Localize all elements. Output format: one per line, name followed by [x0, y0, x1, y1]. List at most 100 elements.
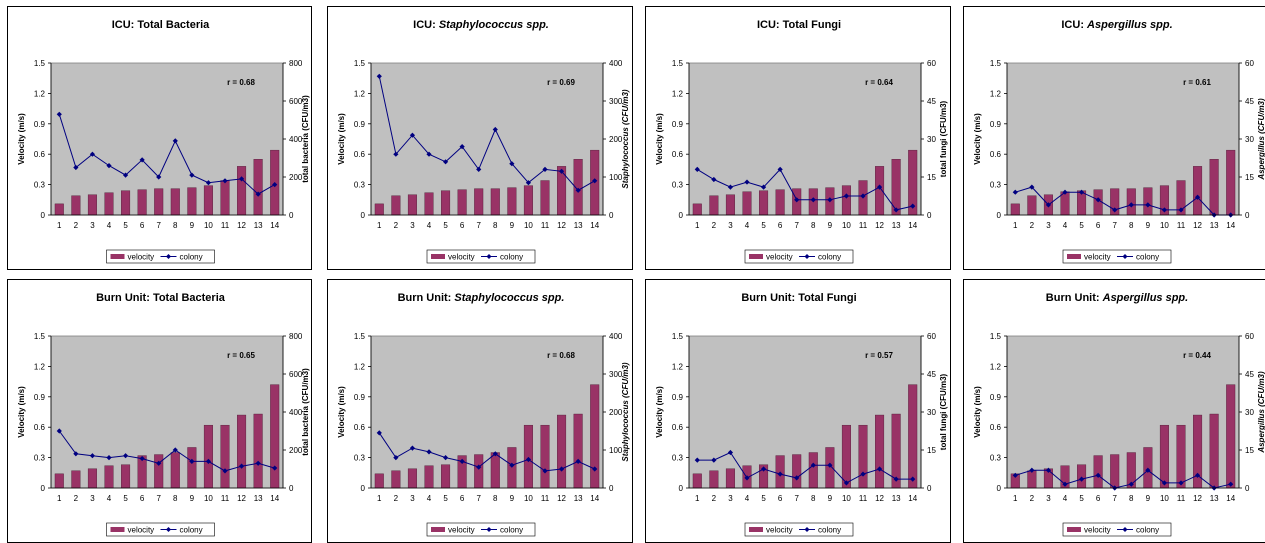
colony-point: [760, 466, 767, 472]
x-tick-label: 1: [377, 221, 382, 230]
colony-point: [1128, 202, 1134, 208]
right-tick-label: 15: [927, 173, 936, 182]
right-tick-label: 0: [289, 211, 294, 220]
velocity-bar: [121, 190, 131, 216]
legend-bar-swatch: [749, 254, 763, 259]
x-tick-label: 9: [828, 221, 833, 230]
colony-point: [426, 449, 432, 455]
right-tick-label: 0: [1245, 211, 1250, 220]
legend-bar-swatch: [1067, 527, 1081, 532]
velocity-bar: [170, 452, 180, 489]
legend-line-marker: [486, 254, 492, 259]
velocity-bar: [590, 384, 600, 489]
colony-point: [238, 176, 245, 182]
x-tick-label: 12: [557, 494, 566, 503]
colony-line: [697, 451, 913, 484]
colony-point: [1145, 467, 1151, 473]
colony-point: [139, 455, 145, 462]
x-tick-label: 7: [1112, 494, 1117, 503]
colony-point: [1228, 481, 1234, 487]
legend-line-marker: [166, 527, 171, 532]
x-tick-label: 1: [695, 494, 700, 503]
left-tick-label: 0.6: [34, 423, 46, 432]
left-tick-label: 1.5: [990, 59, 1002, 68]
colony-point: [272, 182, 278, 188]
colony-line: [1015, 469, 1231, 489]
left-tick-label: 0.6: [672, 423, 684, 432]
chart-title-prefix: ICU:: [413, 19, 439, 31]
chart-title-prefix: ICU:: [112, 19, 138, 31]
right-tick-label: 30: [1245, 408, 1254, 417]
left-tick-label: 1.2: [990, 89, 1002, 98]
right-tick-label: 30: [1245, 135, 1254, 144]
right-tick-label: 0: [927, 211, 932, 220]
chart-panel: ICU: Staphylococcus spp. 0 0.3 0.6 0.9 1.2 1.5…: [327, 6, 633, 270]
right-tick-label: 200: [609, 408, 623, 417]
colony-point: [1161, 480, 1168, 486]
x-tick-label: 6: [140, 494, 145, 503]
right-tick-label: 600: [289, 97, 303, 106]
legend-colony-label: colony: [180, 526, 203, 535]
velocity-bar: [709, 470, 719, 489]
velocity-bar: [1176, 424, 1186, 489]
left-tick-label: 1.5: [990, 332, 1002, 341]
x-tick-label: 9: [190, 494, 195, 503]
colony-point: [122, 172, 129, 178]
x-tick-label: 3: [410, 221, 415, 230]
legend-velocity-label: velocity: [128, 526, 155, 535]
legend-bar-swatch: [1067, 254, 1081, 259]
velocity-bar: [742, 191, 752, 216]
velocity-bar: [203, 424, 213, 489]
x-tick-label: 4: [1063, 494, 1068, 503]
colony-point: [1145, 202, 1151, 208]
x-tick-label: 5: [443, 221, 448, 230]
velocity-bar: [490, 188, 500, 216]
colony-point: [222, 178, 228, 184]
colony-point: [172, 447, 178, 453]
x-tick-label: 3: [410, 494, 415, 503]
colony-point: [525, 456, 532, 463]
velocity-bar: [187, 187, 197, 216]
x-tick-label: 4: [745, 221, 750, 230]
colony-point: [860, 193, 866, 199]
x-tick-label: 3: [90, 494, 95, 503]
velocity-bar: [1060, 191, 1070, 216]
velocity-bar: [391, 470, 401, 489]
left-tick-label: 1.5: [34, 332, 46, 341]
x-tick-label: 8: [811, 494, 816, 503]
x-tick-label: 13: [254, 494, 263, 503]
velocity-bar: [270, 384, 280, 489]
x-tick-label: 10: [204, 221, 213, 230]
legend-velocity-label: velocity: [1084, 526, 1111, 535]
left-tick-label: 0.3: [354, 454, 366, 463]
left-tick-label: 0: [679, 484, 684, 493]
velocity-bar: [187, 447, 197, 489]
left-tick-label: 0.6: [354, 423, 366, 432]
legend-bar-swatch: [431, 254, 445, 259]
legend-colony-label: colony: [1136, 526, 1159, 535]
chart-panel: Burn Unit: Staphylococcus spp. 0 0.3 0.6 0.9…: [327, 279, 633, 543]
chart-panel: Burn Unit: Total Bacteria 0 0.3 0.6 0.9 1.2 1.…: [7, 279, 312, 543]
x-tick-label: 10: [524, 494, 533, 503]
right-tick-label: 0: [289, 484, 294, 493]
x-tick-label: 3: [728, 494, 733, 503]
velocity-bar: [523, 185, 533, 216]
x-tick-label: 11: [221, 494, 230, 503]
x-tick-label: 7: [794, 221, 799, 230]
legend-colony-label: colony: [500, 253, 523, 262]
velocity-bar: [1209, 159, 1219, 216]
chart-title-main: Aspergillus spp.: [1086, 19, 1173, 31]
left-tick-label: 0: [997, 484, 1002, 493]
right-tick-label: 0: [927, 484, 932, 493]
chart-title-prefix: Burn Unit:: [398, 292, 455, 304]
velocity-bar: [457, 189, 467, 216]
left-tick-label: 0: [41, 211, 46, 220]
chart-title: Burn Unit: Staphylococcus spp.: [398, 292, 565, 304]
left-tick-label: 1.2: [672, 89, 684, 98]
chart-title-prefix: Burn Unit:: [1046, 292, 1103, 304]
chart-svg: Burn Unit: Aspergillus spp. 0 0.3 0.6 0.9 1.2…: [973, 292, 1265, 537]
left-tick-label: 0.6: [990, 423, 1002, 432]
chart-title: ICU: Aspergillus spp.: [1061, 19, 1172, 31]
colony-point: [156, 174, 162, 180]
right-tick-label: 800: [289, 332, 303, 341]
